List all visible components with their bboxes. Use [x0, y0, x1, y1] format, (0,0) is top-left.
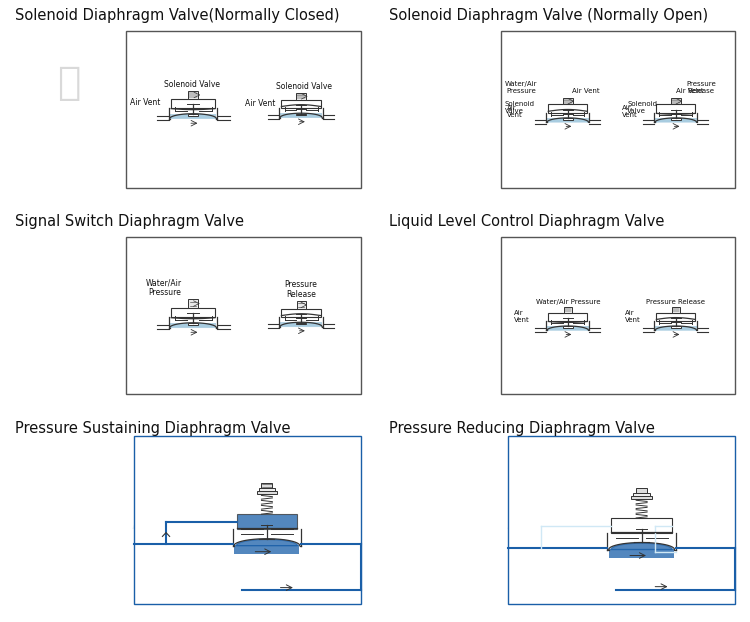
Bar — [262, 483, 272, 488]
Bar — [655, 118, 697, 122]
Bar — [170, 323, 217, 327]
Text: ATC: ATC — [132, 282, 244, 334]
Polygon shape — [280, 323, 322, 327]
Bar — [127, 31, 361, 188]
Bar — [501, 237, 735, 394]
Text: Water/Air
Pressure: Water/Air Pressure — [505, 81, 537, 94]
Bar — [296, 323, 306, 324]
Text: Air
Vent: Air Vent — [514, 310, 529, 323]
Text: Air
Vent: Air Vent — [506, 105, 522, 118]
Bar — [188, 299, 198, 308]
Bar — [634, 493, 650, 496]
Text: Solenoid
Valve: Solenoid Valve — [627, 101, 657, 114]
Text: Liquid Level Control Diaphragm Valve: Liquid Level Control Diaphragm Valve — [389, 215, 664, 230]
Polygon shape — [548, 118, 588, 123]
Text: Water/Air
Pressure: Water/Air Pressure — [146, 278, 182, 297]
Bar — [188, 114, 199, 116]
Text: Pressure Sustaining Diaphragm Valve: Pressure Sustaining Diaphragm Valve — [15, 420, 290, 435]
Bar — [170, 114, 217, 118]
Text: Pressure Release: Pressure Release — [646, 299, 705, 305]
Bar — [235, 545, 299, 554]
Text: Pressure
Release: Pressure Release — [285, 280, 317, 299]
Text: Solenoid Diaphragm Valve(Normally Closed): Solenoid Diaphragm Valve(Normally Closed… — [15, 8, 339, 23]
Text: ATC: ATC — [132, 488, 244, 540]
Text: Air Vent: Air Vent — [130, 98, 160, 107]
Bar — [281, 100, 321, 108]
Bar — [237, 514, 297, 529]
Text: Air Vent: Air Vent — [245, 98, 276, 108]
Bar — [636, 488, 647, 493]
Bar — [127, 237, 361, 394]
Polygon shape — [236, 539, 298, 545]
Bar — [171, 308, 215, 317]
Bar — [501, 31, 735, 188]
Text: Air Vent: Air Vent — [676, 88, 704, 94]
Text: Solenoid Valve: Solenoid Valve — [276, 82, 332, 91]
Polygon shape — [280, 114, 322, 118]
Text: Pressure
Release: Pressure Release — [686, 81, 716, 94]
Bar — [509, 436, 735, 604]
Bar — [563, 98, 572, 104]
Bar — [548, 104, 587, 113]
Bar — [256, 491, 278, 494]
Bar — [564, 307, 572, 312]
Bar — [609, 549, 674, 558]
Text: Solenoid Diaphragm Valve (Normally Open): Solenoid Diaphragm Valve (Normally Open) — [389, 8, 709, 23]
Text: Signal Switch Diaphragm Valve: Signal Switch Diaphragm Valve — [15, 215, 244, 230]
Polygon shape — [656, 118, 696, 123]
Text: Solenoid Valve: Solenoid Valve — [164, 80, 220, 90]
Bar — [280, 322, 322, 327]
Bar — [282, 309, 320, 317]
Bar — [188, 323, 199, 325]
Bar — [296, 93, 306, 100]
Bar — [188, 91, 199, 98]
Text: Air
Vent: Air Vent — [622, 105, 638, 118]
Bar — [259, 488, 275, 491]
Bar — [297, 301, 305, 309]
Bar — [632, 496, 652, 499]
Bar — [657, 313, 694, 321]
Bar — [671, 327, 680, 328]
Polygon shape — [170, 323, 215, 328]
Polygon shape — [170, 114, 215, 119]
Text: ATC: ATC — [506, 282, 618, 334]
Text: Air
Vent: Air Vent — [626, 310, 641, 323]
Bar — [547, 326, 589, 330]
Bar — [547, 118, 589, 122]
Text: 📷: 📷 — [57, 63, 80, 101]
Bar — [672, 307, 680, 312]
Bar — [282, 100, 320, 108]
Bar — [656, 312, 695, 321]
Polygon shape — [548, 327, 588, 330]
Bar — [549, 105, 586, 113]
Text: ATC: ATC — [132, 76, 244, 128]
Bar — [134, 436, 361, 604]
Bar — [563, 118, 572, 119]
Bar — [280, 113, 322, 118]
Text: Pressure Reducing Diaphragm Valve: Pressure Reducing Diaphragm Valve — [389, 420, 656, 435]
Bar — [548, 312, 587, 321]
Bar — [281, 309, 321, 317]
Polygon shape — [656, 327, 696, 330]
Bar — [611, 518, 672, 533]
Text: Solenoid
Valve: Solenoid Valve — [505, 101, 535, 114]
Bar — [671, 118, 680, 119]
Polygon shape — [611, 543, 672, 549]
Bar — [671, 98, 680, 104]
Text: ATC: ATC — [506, 488, 618, 540]
Bar — [655, 326, 697, 330]
Bar — [296, 114, 306, 115]
Text: ATC: ATC — [506, 76, 618, 128]
Bar — [563, 327, 572, 328]
Bar — [171, 98, 215, 108]
Text: Water/Air Pressure: Water/Air Pressure — [536, 299, 600, 305]
Text: Air Vent: Air Vent — [572, 88, 599, 94]
Bar — [656, 104, 695, 113]
